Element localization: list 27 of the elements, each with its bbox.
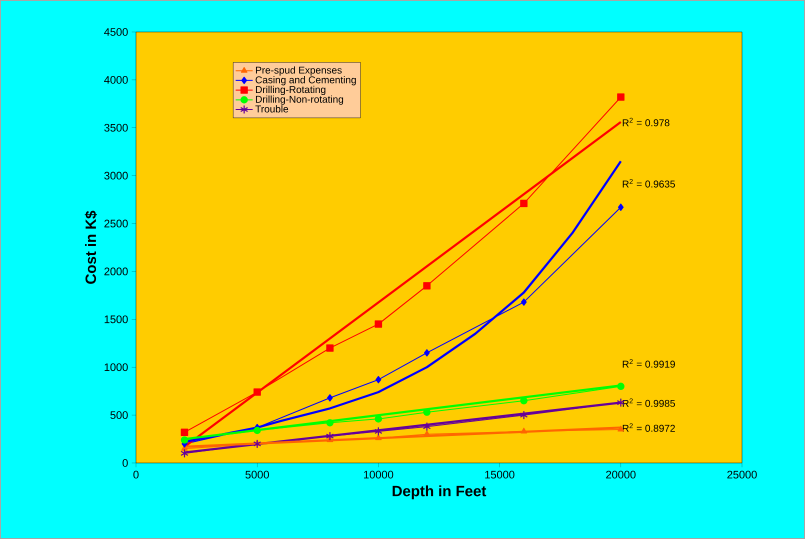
annotation: R$^{2}$ = 0.8972	[622, 423, 675, 432]
legend-label: Pre-spud Expenses	[256, 66, 342, 76]
x-tick-label: 20000	[606, 470, 636, 479]
x-tick-label: 0	[133, 470, 139, 479]
y-axis-title: Cost in K$	[84, 210, 98, 284]
y-tick-label: 3000	[104, 172, 128, 180]
annotation: R$^{2}$ = 0.978	[622, 118, 670, 126]
legend-label: Drilling-Rotating	[256, 86, 326, 96]
legend-label: Trouble	[255, 105, 288, 112]
y-tick-label: 4000	[104, 76, 128, 84]
y-tick-label: 500	[110, 411, 128, 419]
x-tick-label: 5000	[245, 470, 269, 479]
y-tick-label: 4500	[104, 28, 128, 36]
annotation: R$^{2}$ = 0.9635	[622, 179, 675, 188]
legend-label: Drilling-Non-rotating	[256, 95, 344, 105]
y-tick-label: 2000	[104, 268, 128, 276]
y-tick-label: 1500	[104, 315, 128, 324]
y-tick-label: 0	[122, 459, 128, 467]
legend-label: Casing and Cementing	[256, 76, 356, 86]
annotation: R$^{2}$ = 0.9919	[622, 359, 675, 368]
x-tick-label: 25000	[727, 470, 757, 479]
y-tick-label: 3500	[104, 124, 128, 132]
y-tick-label: 2500	[104, 220, 128, 228]
x-axis-title: Depth in Feet	[392, 485, 486, 500]
x-tick-label: 10000	[364, 470, 394, 479]
y-tick-label: 1000	[104, 363, 128, 372]
x-tick-label: 15000	[485, 470, 514, 479]
